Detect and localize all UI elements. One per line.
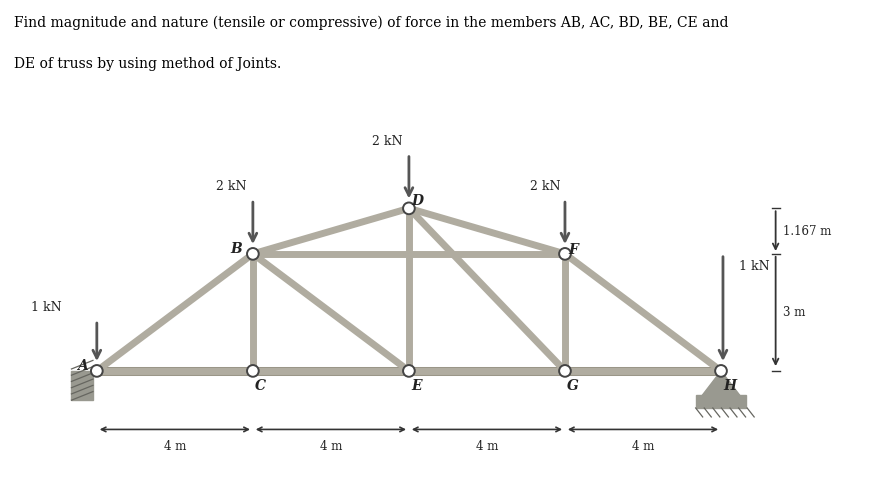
Circle shape <box>246 248 259 260</box>
Text: Find magnitude and nature (tensile or compressive) of force in the members AB, A: Find magnitude and nature (tensile or co… <box>14 15 728 30</box>
Circle shape <box>558 248 571 260</box>
Text: E: E <box>411 379 422 393</box>
Circle shape <box>91 365 103 377</box>
Circle shape <box>558 365 571 377</box>
Text: 4 m: 4 m <box>164 440 186 454</box>
Text: F: F <box>568 243 578 257</box>
Circle shape <box>714 365 726 377</box>
Text: A: A <box>76 359 88 373</box>
Text: 3 m: 3 m <box>782 306 804 319</box>
Text: 1 kN: 1 kN <box>738 260 769 273</box>
Text: 4 m: 4 m <box>475 440 498 454</box>
Text: G: G <box>566 379 578 393</box>
Text: 2 kN: 2 kN <box>216 181 246 194</box>
Text: 2 kN: 2 kN <box>372 135 402 148</box>
Text: D: D <box>411 195 423 208</box>
Circle shape <box>402 365 415 377</box>
Text: C: C <box>255 379 266 393</box>
Polygon shape <box>701 371 740 396</box>
Text: 1 kN: 1 kN <box>31 302 61 314</box>
Text: B: B <box>230 242 242 256</box>
Text: H: H <box>722 379 735 393</box>
Circle shape <box>246 365 259 377</box>
Circle shape <box>402 202 415 214</box>
Bar <box>695 395 745 408</box>
Text: 4 m: 4 m <box>319 440 342 454</box>
Text: 4 m: 4 m <box>631 440 654 454</box>
Text: DE of truss by using method of Joints.: DE of truss by using method of Joints. <box>14 57 281 71</box>
Text: 2 kN: 2 kN <box>530 181 560 194</box>
Text: 1.167 m: 1.167 m <box>782 225 831 238</box>
Bar <box>72 371 93 400</box>
